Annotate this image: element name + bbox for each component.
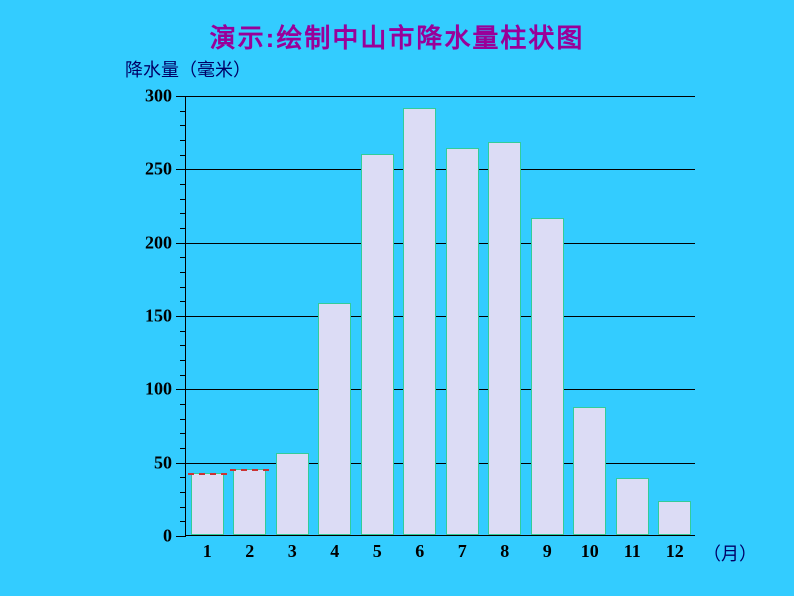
x-tick-label: 10 [581, 541, 599, 562]
bar [318, 303, 351, 535]
bar-cap-dash [188, 473, 227, 475]
x-tick-label: 8 [500, 541, 509, 562]
y-minor-tick [180, 360, 186, 361]
y-minor-tick [180, 477, 186, 478]
bar [531, 218, 564, 535]
y-minor-tick [180, 111, 186, 112]
x-tick-label: 11 [624, 541, 641, 562]
gridline [186, 169, 695, 170]
y-minor-tick [180, 125, 186, 126]
y-major-tick [176, 389, 186, 390]
bar [573, 407, 606, 535]
gridline [186, 316, 695, 317]
x-tick-label: 5 [373, 541, 382, 562]
y-minor-tick [180, 301, 186, 302]
y-minor-tick [180, 507, 186, 508]
bar [616, 478, 649, 535]
y-minor-tick [180, 448, 186, 449]
y-minor-tick [180, 140, 186, 141]
y-major-tick [176, 536, 186, 537]
y-major-tick [176, 243, 186, 244]
gridline [186, 463, 695, 464]
bar [658, 501, 691, 535]
y-tick-label: 300 [145, 86, 172, 107]
y-minor-tick [180, 375, 186, 376]
x-tick-label: 6 [415, 541, 424, 562]
y-minor-tick [180, 433, 186, 434]
y-minor-tick [180, 272, 186, 273]
chart-area: 050100150200250300123456789101112 [185, 96, 695, 536]
y-tick-label: 0 [163, 526, 172, 547]
y-minor-tick [180, 331, 186, 332]
y-minor-tick [180, 521, 186, 522]
chart-title: 演示:绘制中山市降水量柱状图 [0, 18, 794, 55]
y-axis-label: 降水量（毫米） [125, 56, 251, 82]
bar-cap-dash [230, 469, 269, 471]
gridline [186, 389, 695, 390]
y-minor-tick [180, 228, 186, 229]
bar [403, 108, 436, 535]
bar [488, 142, 521, 535]
bar [446, 148, 479, 535]
x-tick-label: 9 [543, 541, 552, 562]
x-tick-label: 2 [245, 541, 254, 562]
y-major-tick [176, 96, 186, 97]
gridline [186, 96, 695, 97]
x-axis-label: （月） [703, 540, 757, 566]
y-minor-tick [180, 287, 186, 288]
plot-region: 050100150200250300123456789101112 [185, 96, 695, 536]
y-minor-tick [180, 345, 186, 346]
gridline [186, 243, 695, 244]
y-tick-label: 150 [145, 306, 172, 327]
y-tick-label: 250 [145, 159, 172, 180]
y-minor-tick [180, 199, 186, 200]
y-major-tick [176, 316, 186, 317]
y-tick-label: 200 [145, 232, 172, 253]
bar [276, 453, 309, 535]
y-tick-label: 100 [145, 379, 172, 400]
x-tick-label: 4 [330, 541, 339, 562]
y-tick-label: 50 [154, 452, 172, 473]
y-minor-tick [180, 404, 186, 405]
y-minor-tick [180, 213, 186, 214]
y-minor-tick [180, 184, 186, 185]
x-tick-label: 1 [203, 541, 212, 562]
y-major-tick [176, 463, 186, 464]
y-minor-tick [180, 257, 186, 258]
bar [233, 469, 266, 535]
bar [361, 154, 394, 535]
bar [191, 473, 224, 535]
x-tick-label: 12 [666, 541, 684, 562]
y-minor-tick [180, 155, 186, 156]
y-minor-tick [180, 492, 186, 493]
x-tick-label: 7 [458, 541, 467, 562]
x-tick-label: 3 [288, 541, 297, 562]
y-minor-tick [180, 419, 186, 420]
y-major-tick [176, 169, 186, 170]
